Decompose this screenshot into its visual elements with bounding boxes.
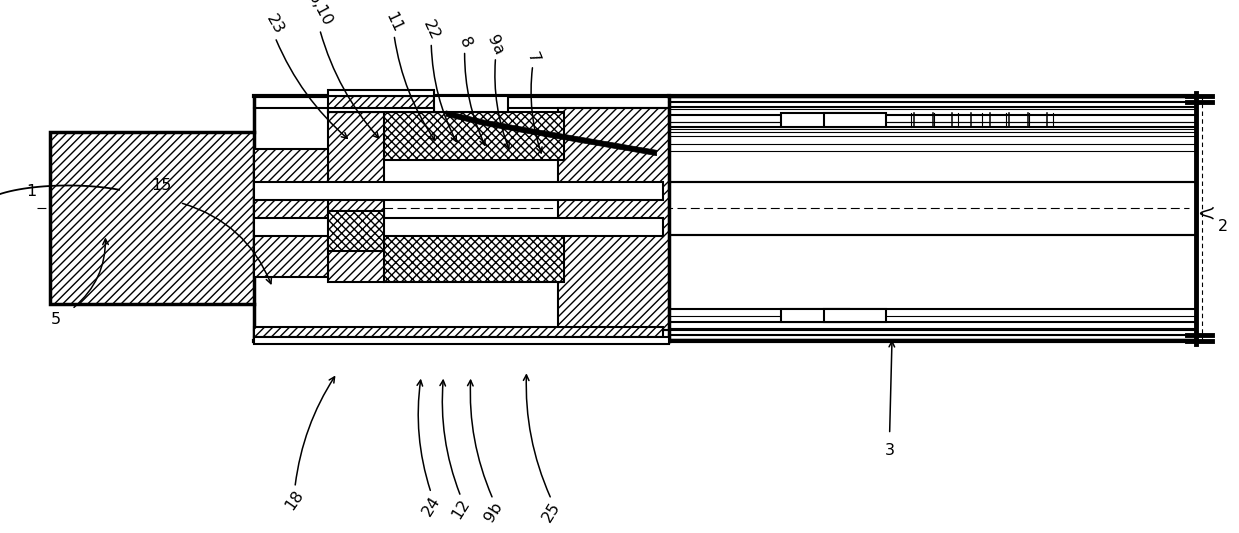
Bar	[254, 182, 663, 200]
Polygon shape	[446, 111, 657, 156]
Text: 3: 3	[885, 443, 895, 458]
Text: 8: 8	[456, 35, 473, 51]
Bar	[328, 108, 434, 112]
Bar	[328, 96, 434, 112]
Bar	[824, 113, 886, 127]
Text: 24: 24	[420, 493, 442, 518]
Bar	[328, 112, 384, 282]
Bar	[254, 218, 663, 236]
Text: 22: 22	[420, 18, 442, 43]
Text: 5: 5	[51, 312, 61, 327]
Bar	[328, 211, 384, 251]
Bar	[50, 132, 254, 304]
Text: 15: 15	[151, 178, 171, 193]
Bar	[384, 112, 564, 160]
Bar	[781, 113, 849, 127]
Text: 1: 1	[26, 184, 36, 199]
Text: 12: 12	[450, 497, 472, 522]
Text: 2: 2	[1218, 219, 1228, 234]
Text: 6,10: 6,10	[305, 0, 335, 29]
Bar	[254, 149, 328, 277]
Bar	[824, 309, 886, 322]
Bar	[254, 327, 663, 337]
Text: 9b: 9b	[482, 499, 504, 524]
Text: 23: 23	[264, 12, 286, 37]
Text: 9a: 9a	[484, 33, 507, 57]
Text: 18: 18	[282, 488, 307, 513]
Text: 11: 11	[383, 10, 405, 35]
Bar	[328, 90, 434, 96]
Bar	[384, 235, 564, 282]
Text: 7: 7	[524, 50, 541, 65]
Text: 25: 25	[540, 499, 563, 524]
Bar	[558, 108, 669, 330]
Bar	[781, 309, 849, 322]
Bar	[434, 96, 508, 112]
Bar	[254, 337, 669, 344]
